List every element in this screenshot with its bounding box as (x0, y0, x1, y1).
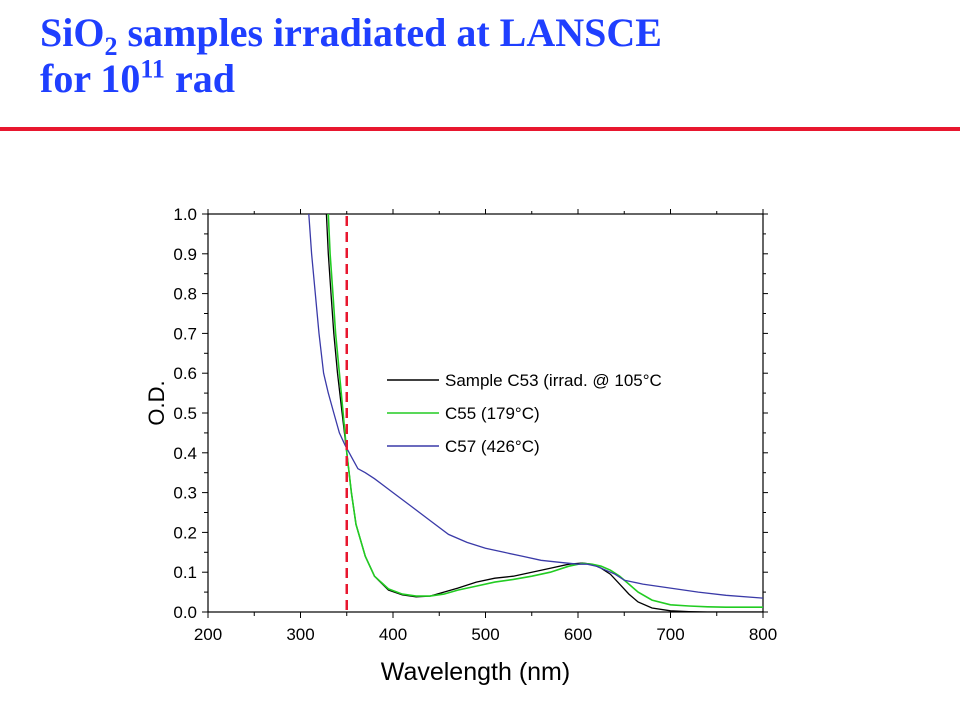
x-tick-label: 200 (194, 625, 222, 644)
y-tick-label: 0.3 (173, 484, 197, 503)
series-group (308, 214, 763, 612)
title-line-1: SiO2 samples irradiated at LANSCE (40, 10, 662, 60)
title-text-sio: SiO (40, 10, 105, 55)
y-axis-title: O.D. (144, 380, 169, 425)
x-tick-label: 300 (286, 625, 314, 644)
title-text-samples: samples irradiated at LANSCE (117, 10, 662, 55)
y-tick-label: 0.5 (173, 404, 197, 423)
series-line-3 (308, 214, 763, 599)
y-tick-label: 0.6 (173, 364, 197, 383)
y-tick-label: 1.0 (173, 205, 197, 224)
x-tick-label: 800 (749, 625, 777, 644)
x-tick-label: 600 (564, 625, 592, 644)
x-tick-label: 500 (471, 625, 499, 644)
legend-label-1: Sample C53 (irrad. @ 105°C (445, 371, 662, 390)
y-tick-label: 0.0 (173, 603, 197, 622)
x-tick-label: 700 (656, 625, 684, 644)
y-tick-label: 0.4 (173, 444, 197, 463)
x-tick-label: 400 (379, 625, 407, 644)
y-tick-label: 0.8 (173, 285, 197, 304)
title-subscript: 2 (104, 32, 118, 61)
y-tick-label: 0.7 (173, 324, 197, 343)
y-tick-label: 0.2 (173, 523, 197, 542)
title-superscript: 11 (140, 54, 165, 84)
y-tick-label: 0.9 (173, 245, 197, 264)
x-axis-title: Wavelength (nm) (381, 658, 570, 686)
legend-label-3: C57 (426°C) (445, 437, 540, 456)
legend: Sample C53 (irrad. @ 105°C C55 (179°C) C57… (387, 371, 662, 456)
y-tick-label: 0.1 (173, 563, 197, 582)
title-line-2: for 1011 rad (40, 56, 235, 101)
slide-title: SiO2 samples irradiated at LANSCE for 10… (40, 10, 662, 102)
title-text-rad: rad (164, 56, 235, 101)
legend-label-2: C55 (179°C) (445, 404, 540, 423)
series-line-2 (327, 214, 763, 608)
title-divider (0, 127, 960, 131)
title-text-for: for 10 (40, 56, 141, 101)
